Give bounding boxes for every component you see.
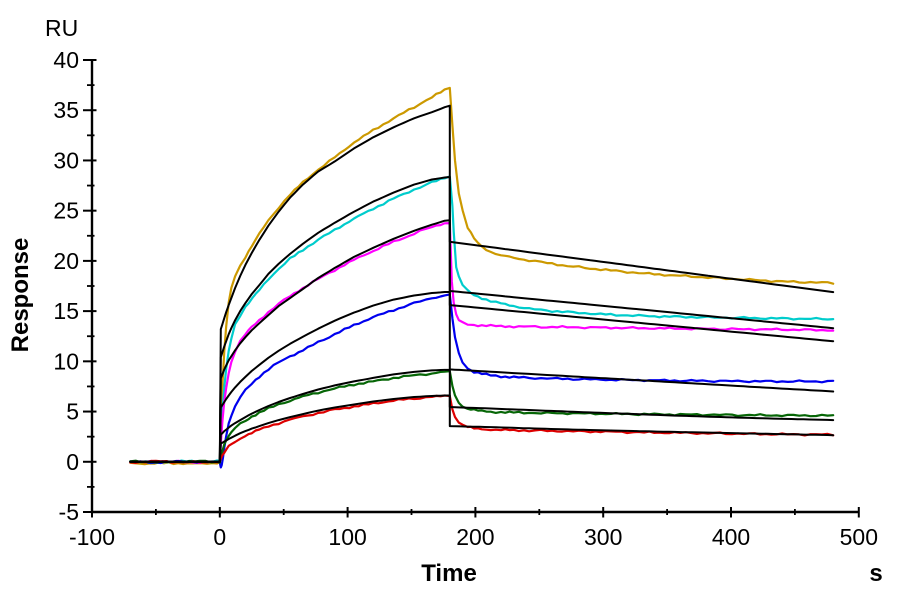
curve-cyan-data	[129, 175, 835, 464]
x-tick-label: -100	[69, 524, 115, 550]
y-tick-label: 10	[53, 348, 79, 374]
y-tick-label: 20	[53, 248, 79, 274]
curve-cyan-fit	[129, 176, 835, 463]
x-axis-title: Time	[421, 560, 477, 587]
axis-lines	[90, 60, 859, 514]
curve-red-data	[129, 394, 835, 464]
curve-magenta-fit	[129, 219, 835, 463]
y-tick-label: 40	[53, 47, 79, 73]
x-tick-label: 100	[328, 524, 366, 550]
y-tick-label: 25	[53, 198, 79, 224]
y-tick-label: 30	[53, 147, 79, 173]
curve-green-fit	[129, 368, 835, 463]
y-tick-label: 5	[66, 399, 79, 425]
curve-red-fit	[129, 394, 835, 463]
curve-blue-data	[129, 293, 835, 469]
x-tick-label: 200	[456, 524, 494, 550]
y-tick-label: 0	[66, 449, 79, 475]
y-tick-label: 35	[53, 97, 79, 123]
curves-layer	[129, 86, 835, 469]
y-tick-label: -5	[59, 499, 79, 525]
x-tick-label: 0	[213, 524, 226, 550]
axes-layer: -5 0 5 10 15 20 25 30 35 40 -100 0 100 200 300 400 500	[53, 47, 878, 550]
x-tick-label: 400	[712, 524, 750, 550]
x-tick-label: 500	[840, 524, 878, 550]
curve-gold-fit	[129, 104, 835, 463]
curve-green-data	[129, 370, 835, 464]
curve-blue-fit	[129, 291, 835, 463]
y-tick-label: 15	[53, 298, 79, 324]
y-axis-unit-label: RU	[45, 15, 78, 41]
x-axis-unit-label: s	[869, 560, 882, 587]
x-tick-label: 300	[584, 524, 622, 550]
y-axis-title: Response	[7, 238, 34, 353]
